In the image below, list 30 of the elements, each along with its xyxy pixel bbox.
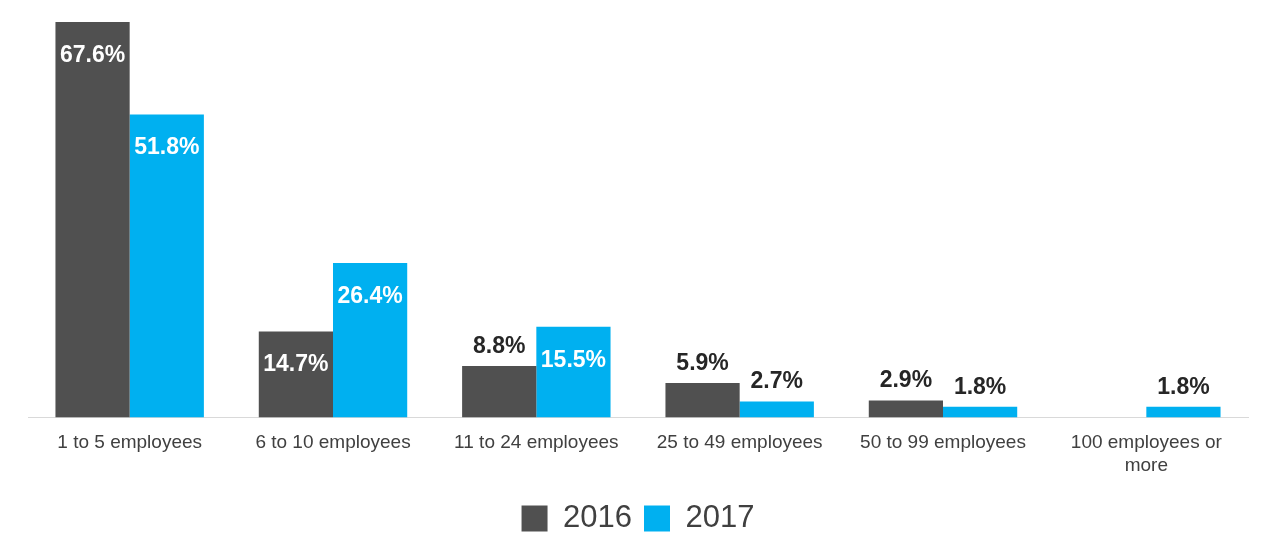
data-label: 5.9% <box>676 348 729 375</box>
bar <box>129 114 204 418</box>
data-label: 2.7% <box>750 367 803 394</box>
bar <box>462 365 537 418</box>
data-label: 8.8% <box>473 331 526 358</box>
data-label: 15.5% <box>540 345 607 372</box>
data-label: 1.8% <box>1157 372 1210 399</box>
bar <box>258 331 333 418</box>
data-label: 67.6% <box>59 40 126 67</box>
legend-label: 2017 <box>685 499 755 535</box>
x-tick-label: 25 to 49 employees <box>656 431 823 453</box>
x-tick-label: 50 to 99 employees <box>860 431 1026 453</box>
bar <box>868 400 943 418</box>
bar <box>1146 406 1221 418</box>
legend-label: 2016 <box>563 499 633 535</box>
data-label: 26.4% <box>337 281 403 308</box>
bar <box>55 22 130 418</box>
x-tick-label: 11 to 24 employees <box>454 431 619 453</box>
bar <box>665 382 740 418</box>
bar <box>943 406 1018 418</box>
bar <box>333 263 408 418</box>
data-label: 51.8% <box>134 133 200 160</box>
bar <box>536 326 611 418</box>
data-label: 14.7% <box>263 350 329 377</box>
data-label: 1.8% <box>953 372 1007 399</box>
x-tick-label: 1 to 5 employees <box>57 431 203 453</box>
data-label: 2.9% <box>879 366 933 393</box>
x-tick-label: 6 to 10 employees <box>255 431 411 453</box>
x-tick-label: 100 employees or more <box>1070 431 1223 475</box>
bar <box>739 401 814 418</box>
